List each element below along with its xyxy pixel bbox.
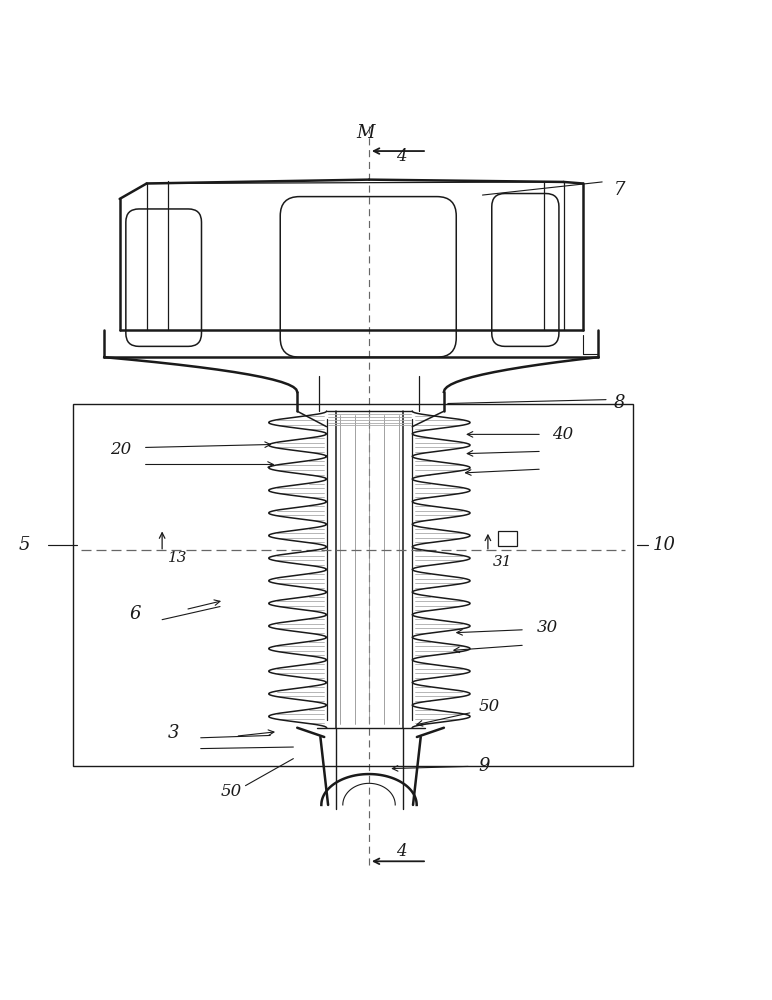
Text: 4: 4 <box>396 843 407 860</box>
Text: 8: 8 <box>614 394 625 412</box>
Text: 9: 9 <box>479 757 490 775</box>
Text: 30: 30 <box>537 619 558 636</box>
Text: M: M <box>356 124 374 142</box>
Text: 40: 40 <box>552 426 574 443</box>
Bar <box>73 403 633 766</box>
Text: 6: 6 <box>130 605 141 623</box>
Text: 10: 10 <box>652 536 676 554</box>
Bar <box>498 531 517 546</box>
Text: 31: 31 <box>493 555 512 569</box>
Text: 50: 50 <box>221 783 242 800</box>
Text: 3: 3 <box>168 724 179 742</box>
Text: 4: 4 <box>396 148 407 165</box>
Text: 5: 5 <box>19 536 30 554</box>
Text: 7: 7 <box>614 181 625 199</box>
Text: 13: 13 <box>168 551 188 565</box>
Text: 20: 20 <box>110 441 131 458</box>
Text: 50: 50 <box>479 698 500 715</box>
